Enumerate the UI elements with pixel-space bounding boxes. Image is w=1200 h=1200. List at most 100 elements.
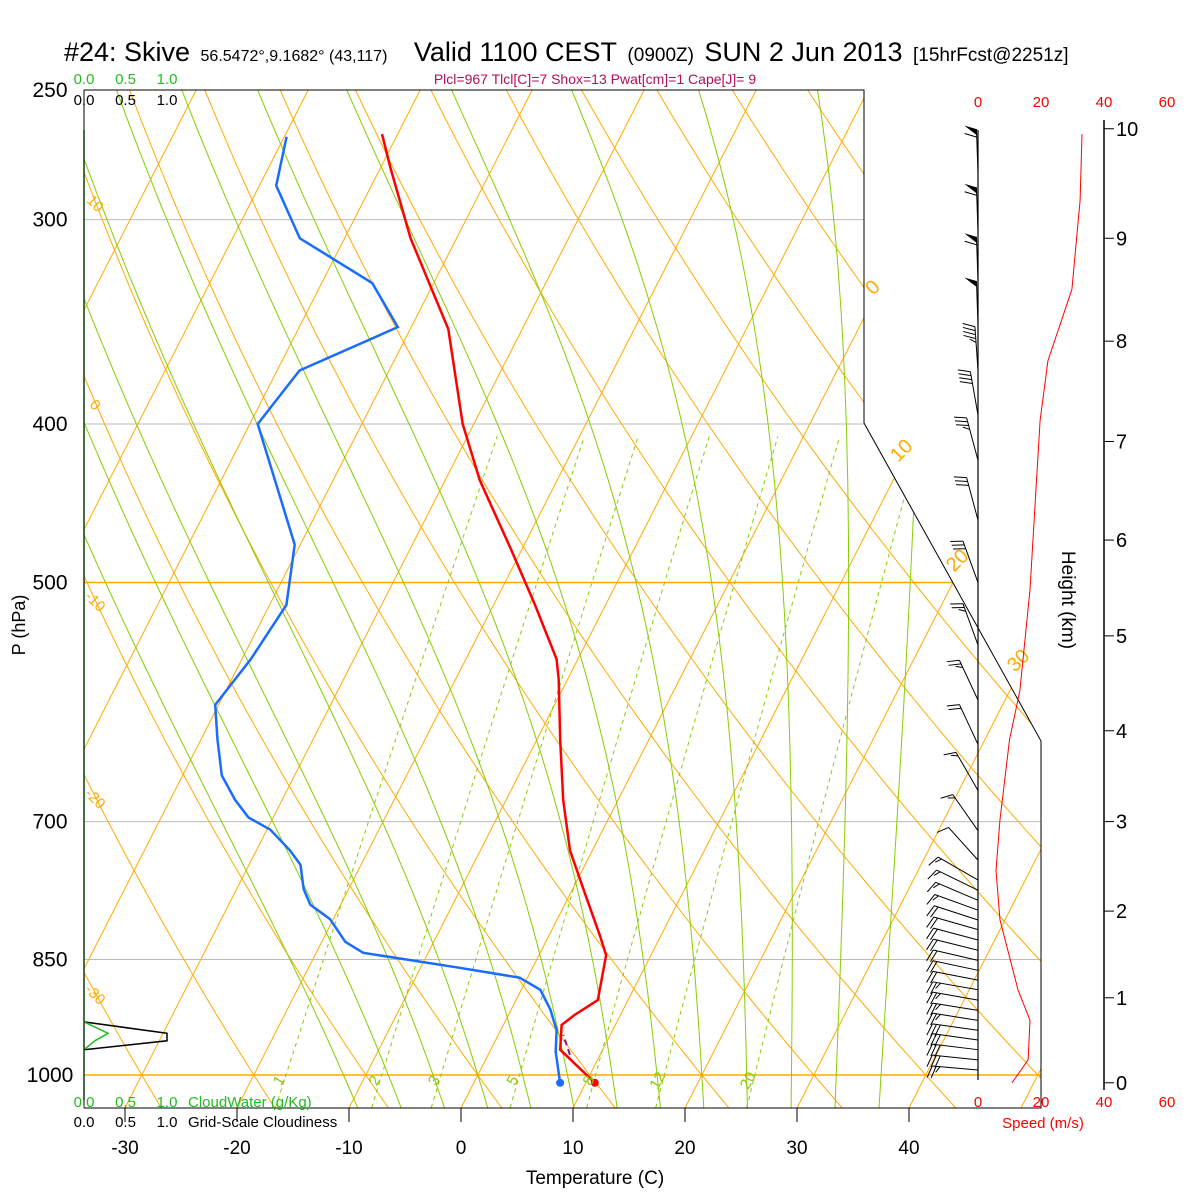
wind-barb <box>943 751 979 791</box>
dry-adiabat <box>430 90 1041 1108</box>
cloudiness-scale-label: 0.0 <box>74 1114 95 1131</box>
wind-speed-profile <box>995 134 1083 1084</box>
wind-barb-feather <box>956 424 969 427</box>
wind-barb-feather <box>957 369 971 373</box>
pressure-tick-label: 300 <box>32 209 67 232</box>
temperature-tick-label: -10 <box>335 1138 362 1159</box>
wind-barb <box>964 183 979 232</box>
isotherm <box>236 90 757 1108</box>
wind-barb-feather <box>934 1055 941 1068</box>
isotherm <box>684 90 1041 1108</box>
wind-barb-flag <box>964 125 977 136</box>
moist-adiabat <box>817 90 850 1108</box>
dry-adiabat-label: -20 <box>81 785 108 812</box>
title-valid: Valid 1100 CEST <box>414 37 617 67</box>
wind-barb-feather <box>926 981 934 994</box>
wind-barb-flag <box>964 183 977 194</box>
wind-barb <box>946 704 979 745</box>
wind-barb-half-feather <box>932 895 939 901</box>
wind-barb-half-feather <box>962 426 970 430</box>
pressure-tick-label: 500 <box>32 572 67 595</box>
height-tick-label: 6 <box>1116 530 1127 552</box>
temperature-tick-label: 20 <box>674 1138 695 1159</box>
pressure-tick-label: 1000 <box>27 1064 74 1087</box>
wind-barb <box>953 476 979 521</box>
isotherm <box>348 90 869 1108</box>
mixing-ratio-line <box>275 436 498 1108</box>
wind-barb-feather <box>963 334 976 340</box>
cloudwater-profile <box>83 1021 110 1051</box>
dewpoint-surface-point <box>556 1078 565 1087</box>
moist-adiabat <box>878 90 922 1108</box>
wind-barb-half-feather <box>935 1014 941 1021</box>
wind-barb-feather <box>926 938 934 951</box>
pressure-tick-label: 250 <box>32 79 67 102</box>
isotherm <box>1020 90 1041 1108</box>
wind-barb-feather <box>926 991 934 1004</box>
speed-tick-label-top: 0 <box>974 94 982 111</box>
wind-barb <box>926 1012 979 1026</box>
wind-barb <box>926 905 979 921</box>
moist-adiabat <box>116 90 532 1108</box>
wind-barb <box>964 233 979 281</box>
title-station: #24: Skive <box>64 37 190 67</box>
speed-tick-label-bottom: 20 <box>1033 1094 1050 1111</box>
cloudwater-label: CloudWater (g/Kg) <box>188 1094 312 1111</box>
wind-barb-staff <box>932 1012 979 1021</box>
wind-barb-feather <box>930 1055 937 1068</box>
wind-barb <box>926 991 979 1005</box>
wind-barb-feather <box>930 1066 937 1079</box>
wind-barb-staff <box>975 187 979 232</box>
wind-barb <box>964 277 979 326</box>
mixing-ratio-line <box>430 436 639 1108</box>
wind-barb-staff <box>966 417 979 461</box>
wind-barb-feather <box>934 1044 941 1057</box>
wind-barb-staff <box>932 1002 979 1011</box>
cloudwater-scale-label: 0.5 <box>115 1094 136 1111</box>
wind-barb-feather <box>930 950 938 962</box>
cloudiness-scale-label: 0.5 <box>115 92 136 109</box>
speed-tick-label-top: 40 <box>1096 94 1113 111</box>
wind-barb-feather <box>959 381 973 385</box>
wind-barb <box>926 916 979 931</box>
temperature-tick-label: 30 <box>786 1138 807 1159</box>
moist-adiabat <box>84 90 489 1108</box>
wind-barb-feather <box>963 330 976 336</box>
temperature-tick-label: -20 <box>223 1138 250 1159</box>
wind-barb-staff <box>975 129 979 174</box>
wind-barb-feather <box>930 971 938 984</box>
cloudiness-scale-label: 1.0 <box>157 1114 178 1131</box>
cloudwater-scale-label: 1.0 <box>157 71 178 88</box>
wind-barb-feather <box>930 1033 937 1046</box>
moist-adiabat <box>451 90 705 1108</box>
wind-barb <box>950 540 979 583</box>
moist-adiabat <box>181 90 575 1108</box>
wind-barb-staff <box>974 326 979 371</box>
wind-barb-feather <box>926 1023 933 1036</box>
mixing-ratio-line <box>371 436 585 1108</box>
wind-barb-staff <box>933 938 979 951</box>
wind-barb-half-feather <box>935 1004 941 1011</box>
wind-barb-staff <box>933 949 979 961</box>
wind-barb-staff <box>935 881 979 901</box>
dewpoint-trace <box>213 136 562 1083</box>
wind-barb-staff <box>948 827 979 861</box>
wind-barb <box>926 1065 979 1079</box>
dry-adiabat <box>505 90 1041 1108</box>
cloudiness-profile <box>83 1021 168 1051</box>
isotherm <box>460 90 981 1108</box>
wind-barb-staff <box>958 660 979 701</box>
wind-barb-staff <box>955 752 979 791</box>
wind-barb-feather <box>954 420 968 423</box>
wind-barb <box>957 369 979 416</box>
wind-barb-staff <box>966 477 979 521</box>
wind-barb-feather <box>926 1033 933 1046</box>
wind-barb-feather <box>930 1013 937 1026</box>
cloudwater-scale-label: 1.0 <box>157 1094 178 1111</box>
wind-barb <box>926 970 979 984</box>
wind-barb <box>926 881 979 901</box>
wind-barb-half-feather <box>958 609 966 612</box>
wind-barb-feather <box>930 928 938 941</box>
moist-adiabat <box>346 90 661 1108</box>
wind-barb-feather <box>936 826 949 833</box>
